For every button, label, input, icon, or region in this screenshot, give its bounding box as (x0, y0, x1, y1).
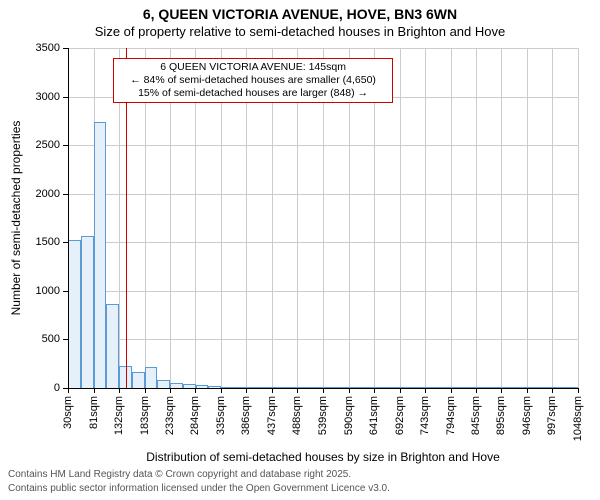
xtick-label: 539sqm (317, 396, 329, 435)
xtick-label: 335sqm (215, 396, 227, 435)
ytick-label: 2000 (36, 188, 60, 200)
histogram-bar (81, 236, 94, 388)
xtick-label: 81sqm (88, 396, 100, 429)
xtick-label: 132sqm (113, 396, 125, 435)
ytick-label: 1000 (36, 285, 60, 297)
histogram-bar (132, 372, 145, 389)
xtick-label: 30sqm (62, 396, 74, 429)
ytick-label: 3000 (36, 91, 60, 103)
attribution-line2: Contains public sector information licen… (8, 483, 390, 494)
ytick-label: 0 (54, 382, 60, 394)
xtick-label: 233sqm (164, 396, 176, 435)
xtick-label: 1048sqm (572, 396, 584, 441)
ytick-label: 3500 (36, 42, 60, 54)
ytick-label: 1500 (36, 236, 60, 248)
xtick-label: 284sqm (189, 396, 201, 435)
xtick-label: 183sqm (139, 396, 151, 435)
grid-line-vertical (400, 48, 401, 388)
xtick-label: 997sqm (546, 396, 558, 435)
xtick-label: 743sqm (419, 396, 431, 435)
grid-line-vertical (476, 48, 477, 388)
chart-title-line1: 6, QUEEN VICTORIA AVENUE, HOVE, BN3 6WN (0, 6, 600, 22)
chart-title-line2: Size of property relative to semi-detach… (0, 24, 600, 39)
histogram-bar (68, 240, 81, 388)
grid-line-vertical (501, 48, 502, 388)
xtick-label: 845sqm (470, 396, 482, 435)
y-axis-label: Number of semi-detached properties (9, 121, 23, 316)
xtick-mark (578, 388, 579, 393)
annotation-line: 6 QUEEN VICTORIA AVENUE: 145sqm (120, 61, 386, 74)
xtick-label: 488sqm (291, 396, 303, 435)
histogram-bar (94, 122, 107, 388)
xtick-label: 386sqm (240, 396, 252, 435)
annotation-line: 15% of semi-detached houses are larger (… (120, 87, 386, 100)
histogram-bar (106, 304, 119, 389)
x-axis-label: Distribution of semi-detached houses by … (68, 450, 578, 464)
grid-line-vertical (527, 48, 528, 388)
x-axis-line (68, 388, 578, 389)
histogram-bar (145, 367, 158, 388)
xtick-label: 895sqm (495, 396, 507, 435)
ytick-label: 500 (42, 333, 60, 345)
y-axis-line (68, 48, 69, 388)
attribution-line1: Contains HM Land Registry data © Crown c… (8, 469, 351, 480)
xtick-label: 590sqm (343, 396, 355, 435)
xtick-label: 641sqm (368, 396, 380, 435)
grid-line-vertical (451, 48, 452, 388)
xtick-label: 437sqm (266, 396, 278, 435)
annotation-box: 6 QUEEN VICTORIA AVENUE: 145sqm← 84% of … (113, 58, 393, 103)
grid-line-vertical (425, 48, 426, 388)
histogram-bar (157, 380, 170, 388)
ytick-label: 2500 (36, 139, 60, 151)
xtick-label: 794sqm (445, 396, 457, 435)
grid-line-vertical (552, 48, 553, 388)
xtick-label: 946sqm (521, 396, 533, 435)
plot-area: 6 QUEEN VICTORIA AVENUE: 145sqm← 84% of … (68, 48, 578, 388)
annotation-line: ← 84% of semi-detached houses are smalle… (120, 74, 386, 87)
xtick-label: 692sqm (394, 396, 406, 435)
chart-container: 6, QUEEN VICTORIA AVENUE, HOVE, BN3 6WN … (0, 0, 600, 500)
grid-line-vertical (578, 48, 579, 388)
